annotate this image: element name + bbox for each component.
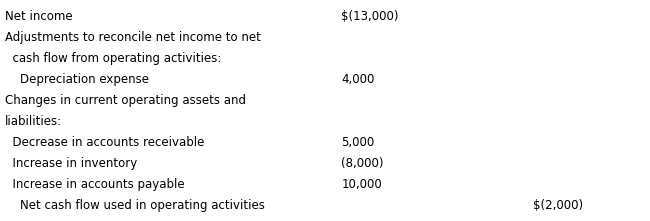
Text: Depreciation expense: Depreciation expense bbox=[5, 73, 150, 86]
Text: 5,000: 5,000 bbox=[341, 136, 374, 149]
Text: Net income: Net income bbox=[5, 10, 73, 23]
Text: liabilities:: liabilities: bbox=[5, 115, 62, 128]
Text: Changes in current operating assets and: Changes in current operating assets and bbox=[5, 94, 246, 107]
Text: Adjustments to reconcile net income to net: Adjustments to reconcile net income to n… bbox=[5, 31, 261, 44]
Text: 10,000: 10,000 bbox=[341, 178, 382, 191]
Text: cash flow from operating activities:: cash flow from operating activities: bbox=[5, 52, 222, 65]
Text: $(2,000): $(2,000) bbox=[533, 199, 583, 212]
Text: $(13,000): $(13,000) bbox=[341, 10, 398, 23]
Text: Increase in inventory: Increase in inventory bbox=[5, 157, 137, 170]
Text: (8,000): (8,000) bbox=[341, 157, 383, 170]
Text: 4,000: 4,000 bbox=[341, 73, 374, 86]
Text: Increase in accounts payable: Increase in accounts payable bbox=[5, 178, 185, 191]
Text: Net cash flow used in operating activities: Net cash flow used in operating activiti… bbox=[5, 199, 265, 212]
Text: Decrease in accounts receivable: Decrease in accounts receivable bbox=[5, 136, 205, 149]
